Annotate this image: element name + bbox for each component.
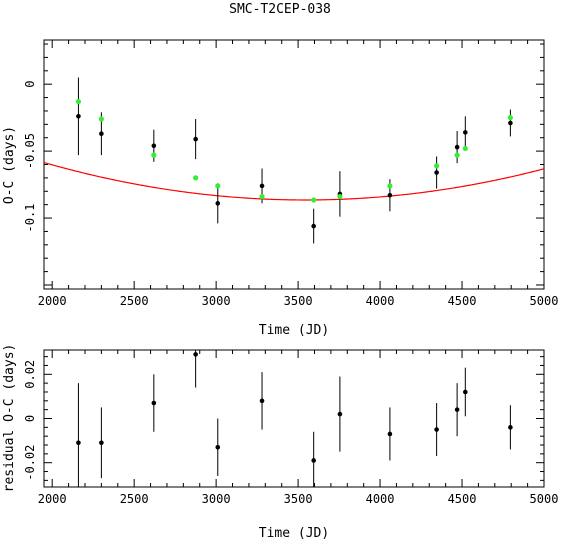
bottom-data-point: [434, 427, 439, 432]
bottom-y-tick-label: -0.02: [23, 445, 37, 481]
top-x-tick-label: 2500: [120, 294, 149, 308]
top-fit-point: [259, 194, 265, 200]
top-fit-point: [337, 194, 343, 200]
bottom-data-point: [463, 389, 468, 395]
top-data-point: [151, 143, 157, 149]
bottom-x-tick-label: 2000: [38, 492, 67, 506]
top-x-tick-label: 5000: [530, 294, 559, 308]
bottom-y-tick-label: 0: [23, 415, 37, 422]
top-plot-frame: [43, 39, 545, 290]
top-data-point: [463, 130, 468, 135]
top-x-axis-label: Time (JD): [259, 323, 329, 338]
bottom-data-point: [76, 440, 81, 446]
bottom-data-point: [508, 425, 513, 430]
top-x-tick-label: 3000: [202, 294, 231, 308]
top-data-point: [311, 223, 316, 229]
bottom-data-point: [151, 400, 157, 406]
top-x-tick-label: 4500: [448, 294, 477, 308]
bottom-data-point: [99, 440, 104, 446]
bottom-y-tick-label: 0.02: [23, 360, 37, 389]
bottom-y-axis-label: residual O-C (days): [2, 344, 17, 493]
top-marks: [44, 77, 544, 244]
top-fit-point: [193, 175, 199, 181]
bottom-x-tick-label: 3500: [284, 492, 313, 506]
bottom-data-point: [215, 444, 221, 450]
bottom-data-point: [387, 431, 393, 437]
top-fit-point: [151, 152, 157, 158]
top-data-point: [508, 120, 513, 126]
bottom-data-point: [259, 398, 265, 404]
top-y-axis-label: O-C (days): [2, 126, 17, 204]
bottom-x-axis-label: Time (JD): [259, 526, 329, 541]
bottom-x-tick-label: 3000: [202, 492, 231, 506]
bottom-data-point: [193, 352, 198, 357]
bottom-data-point: [337, 411, 343, 417]
top-fit-point: [75, 98, 82, 105]
top-data-point: [76, 114, 81, 119]
bottom-marks: [76, 350, 513, 487]
bottom-plot-frame: [43, 349, 545, 488]
bottom-data-point: [454, 407, 460, 412]
top-fit-point: [311, 197, 317, 203]
top-data-point: [193, 136, 198, 142]
top-fit-point: [454, 152, 460, 158]
bottom-x-tick-label: 5000: [530, 492, 559, 506]
top-fit-curve: [44, 161, 544, 201]
top-y-tick-label: -0.1: [23, 204, 37, 233]
top-data-point: [259, 183, 265, 189]
top-fit-point: [462, 145, 468, 152]
top-fit-point: [215, 183, 221, 189]
top-fit-point: [98, 116, 104, 122]
chart-title: SMC-T2CEP-038: [229, 2, 331, 17]
bottom-x-tick-label: 4500: [448, 492, 477, 506]
top-fit-point: [387, 183, 393, 189]
bottom-x-tick-label: 4000: [366, 492, 395, 506]
top-data-point: [387, 192, 393, 198]
top-y-tick-label: 0: [23, 81, 37, 88]
bottom-data-point: [311, 458, 316, 463]
top-data-point: [434, 170, 439, 175]
bottom-x-tick-label: 2500: [120, 492, 149, 506]
top-fit-point: [507, 115, 513, 121]
bottom-panel: Time (JD) residual O-C (days): [2, 344, 545, 541]
top-x-tick-label: 4000: [366, 294, 395, 308]
top-data-point: [99, 131, 104, 137]
top-data-point: [454, 144, 460, 150]
top-fit-point: [434, 163, 440, 169]
top-panel: Time (JD) O-C (days): [2, 39, 545, 338]
top-x-tick-label: 2000: [38, 294, 67, 308]
top-x-tick-label: 3500: [284, 294, 313, 308]
top-data-point: [215, 201, 221, 206]
top-y-tick-label: -0.05: [23, 133, 37, 169]
